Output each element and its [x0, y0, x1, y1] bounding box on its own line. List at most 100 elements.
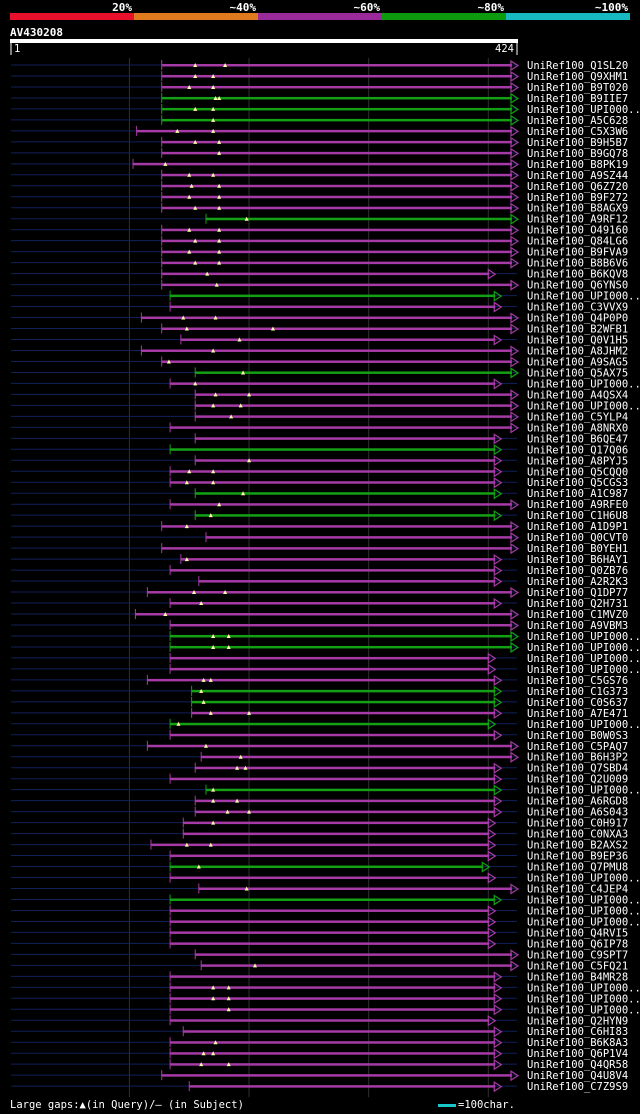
gap-marker-icon	[213, 1040, 218, 1045]
hit-arrow	[487, 652, 497, 665]
hit-arrow	[493, 674, 503, 686]
gap-marker-icon	[184, 480, 189, 485]
hit-label: UniRef100_UPI000..	[527, 104, 640, 116]
gap-marker-icon	[193, 260, 198, 265]
hit-arrow	[493, 466, 503, 478]
hit-bar	[161, 173, 513, 177]
hit-label: UniRef100_Q0ZB76	[527, 565, 628, 577]
hit-label: UniRef100_Q4U8V4	[527, 1070, 628, 1082]
hit-arrow	[510, 356, 520, 368]
hit-arrow	[493, 1004, 503, 1016]
gap-marker-icon	[243, 765, 248, 770]
hit-label: UniRef100_UPI000..	[527, 400, 640, 412]
gap-marker-icon	[163, 612, 168, 616]
hit-arrow	[510, 323, 520, 335]
hit-label: UniRef100_O49160	[527, 225, 628, 237]
hit-label: UniRef100_UPI000..	[527, 785, 640, 797]
gap-marker-icon	[201, 677, 206, 682]
hit-arrow	[487, 828, 497, 840]
gap-marker-icon	[211, 633, 216, 638]
hit-label: UniRef100_UPI000..	[527, 653, 640, 665]
hit-bar	[195, 953, 512, 956]
gap-marker-icon	[193, 139, 198, 144]
hit-bar	[141, 316, 513, 320]
hit-bar	[161, 184, 513, 188]
hit-bar	[170, 569, 496, 572]
hit-arrow	[510, 411, 520, 423]
hit-label: UniRef100_Q2H731	[527, 598, 628, 610]
hit-bar	[170, 294, 496, 298]
identity-bar-label: ~60%	[354, 1, 381, 14]
hit-bar	[170, 920, 490, 923]
gap-marker-icon	[199, 601, 204, 606]
hit-label: UniRef100_C3VVX9	[527, 302, 628, 314]
hit-bar	[170, 722, 490, 726]
hit-label: UniRef100_Q1SL20	[527, 60, 628, 72]
hit-label: UniRef100_Q6IP78	[527, 938, 628, 950]
hit-arrow	[510, 619, 520, 632]
gap-marker-icon	[193, 106, 198, 111]
gap-marker-icon	[187, 227, 192, 232]
gap-marker-icon	[217, 205, 222, 210]
hit-bar	[161, 96, 513, 100]
gap-marker-icon	[253, 963, 258, 968]
hit-bar	[183, 821, 490, 825]
hit-label: UniRef100_C5YLP4	[527, 411, 628, 423]
hit-arrow	[510, 521, 520, 533]
gap-marker-icon	[199, 1062, 204, 1067]
hit-label: UniRef100_B9F272	[527, 192, 628, 204]
gap-marker-icon	[211, 403, 216, 408]
hit-label: UniRef100_Q6YNS0	[527, 280, 628, 292]
hit-bar	[195, 371, 512, 374]
hit-label: UniRef100_C7Z9S9	[527, 1081, 628, 1093]
hit-label: UniRef100_Q7PMU8	[527, 862, 628, 874]
hit-bar	[201, 755, 512, 759]
hit-bar	[195, 393, 512, 396]
hit-label: UniRef100_C5GS76	[527, 675, 628, 687]
hit-arrow	[510, 389, 520, 401]
gap-marker-icon	[211, 117, 216, 122]
hit-arrow	[510, 147, 520, 159]
hit-label: UniRef100_B0W0S3	[527, 730, 628, 742]
hit-bar	[170, 1008, 496, 1011]
hit-label: UniRef100_B4MR28	[527, 971, 628, 983]
hit-arrow	[510, 630, 520, 643]
gap-marker-icon	[270, 326, 275, 331]
hit-arrow	[493, 488, 503, 500]
hit-bar	[183, 1030, 496, 1033]
gap-marker-icon	[205, 271, 210, 276]
hit-arrow	[510, 499, 520, 511]
hit-label: UniRef100_B8B6V6	[527, 258, 628, 270]
gap-marker-icon	[247, 710, 252, 715]
hit-label: UniRef100_UPI000..	[527, 993, 640, 1005]
gap-marker-icon	[217, 227, 222, 232]
hit-bar	[161, 272, 490, 276]
hit-label: UniRef100_Q0CVT0	[527, 532, 628, 544]
hit-label: UniRef100_Q84LG6	[527, 236, 628, 248]
hit-label: UniRef100_A9SZ44	[527, 170, 628, 182]
hit-arrow	[493, 510, 503, 522]
hit-arrow	[493, 334, 503, 346]
hit-bar	[161, 283, 513, 287]
hit-bar	[170, 975, 496, 978]
hit-arrow	[487, 839, 497, 851]
query-end-label: 424	[495, 43, 514, 55]
gap-marker-icon	[226, 633, 231, 638]
hit-bar	[170, 623, 512, 627]
hit-bar	[170, 602, 496, 605]
hit-label: UniRef100_C9SPT7	[527, 949, 628, 961]
gap-marker-icon	[208, 677, 213, 682]
gap-marker-icon	[211, 985, 216, 990]
hit-bar	[180, 558, 496, 561]
hit-arrow	[493, 806, 503, 818]
gap-marker-icon	[235, 798, 240, 803]
hit-arrow	[510, 949, 520, 961]
hit-bar	[147, 678, 496, 682]
hit-arrow	[493, 729, 503, 741]
gap-marker-icon	[217, 249, 222, 254]
hit-label: UniRef100_UPI000..	[527, 378, 640, 390]
gap-marker-icon	[176, 721, 181, 726]
hit-bar	[170, 656, 490, 660]
hit-arrow	[510, 59, 520, 72]
identity-bar-segment	[382, 13, 506, 20]
